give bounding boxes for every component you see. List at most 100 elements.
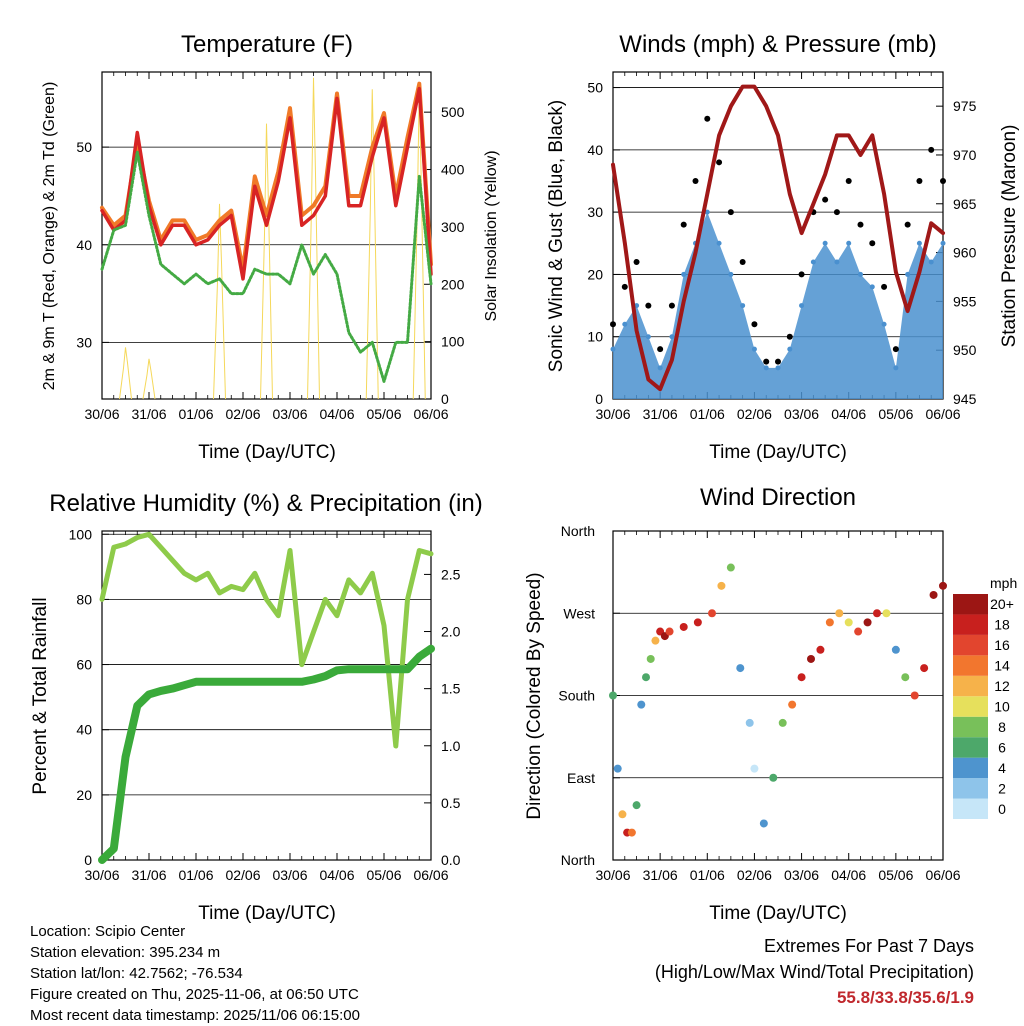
gust-point — [704, 115, 711, 122]
x-tick-label: 03/06 — [784, 867, 819, 883]
gust-point — [610, 321, 616, 328]
solar-spike — [260, 123, 273, 400]
humidity-xlabel: Time (Day/UTC) — [198, 903, 336, 924]
x-tick-label: 05/06 — [878, 406, 913, 422]
station-latlon: Station lat/lon: 42.7562; -76.534 — [30, 965, 243, 982]
wind-point — [905, 271, 911, 277]
direction-point — [627, 828, 636, 837]
gust-point — [727, 209, 734, 216]
extremes-values: 55.8/33.8/35.6/1.9 — [836, 988, 974, 1007]
direction-point — [825, 618, 834, 627]
temp-2m-line — [100, 86, 433, 281]
x-tick-label: 05/06 — [366, 406, 401, 422]
wind-point — [716, 240, 722, 246]
gust-point — [869, 240, 876, 247]
y-tick-label: 50 — [76, 139, 92, 155]
wind-point — [858, 271, 863, 277]
gust-point — [680, 221, 687, 228]
gust-point — [798, 271, 805, 278]
gust-point — [751, 321, 758, 328]
y2-tick-label: 0.5 — [441, 795, 461, 811]
direction-point — [807, 654, 815, 663]
direction-panel: Wind Direction Direction (Colored By Spe… — [524, 484, 1017, 924]
y2-tick-label: 955 — [953, 293, 977, 309]
solar-ylabel: Solar Insolation (Yellow) — [483, 150, 500, 321]
direction-point — [759, 819, 768, 828]
x-tick-label: 04/06 — [831, 867, 866, 883]
x-tick-label: 01/06 — [690, 406, 725, 422]
humidity-ylabel: Percent & Total Rainfall — [30, 597, 51, 794]
direction-point — [632, 801, 641, 810]
colorbar-tick-label: 8 — [998, 719, 1006, 735]
direction-point — [642, 673, 650, 682]
wind-point — [916, 240, 922, 246]
gust-point — [904, 221, 911, 228]
solar-spike — [213, 203, 226, 400]
wind-point — [775, 365, 781, 371]
y-tick-label: 20 — [76, 787, 92, 803]
x-tick-label: 01/06 — [178, 406, 213, 422]
gust-point — [657, 346, 664, 353]
direction-point — [891, 645, 900, 654]
y2-tick-label: 950 — [953, 342, 977, 358]
y-tick-label: 0 — [84, 852, 92, 868]
gust-point — [916, 178, 923, 184]
colorbar-segment — [953, 798, 988, 819]
x-tick-label: 02/06 — [225, 867, 260, 883]
y2-tick-label: 0.0 — [441, 852, 461, 868]
wind-point — [669, 334, 675, 340]
direction-point — [863, 618, 872, 627]
x-tick-label: 06/06 — [925, 867, 960, 883]
gust-point — [881, 283, 888, 290]
humidity-title: Relative Humidity (%) & Precipitation (i… — [49, 490, 482, 517]
wind-point — [763, 365, 769, 371]
wind-point — [810, 259, 816, 265]
y2-tick-label: 975 — [953, 98, 977, 114]
y2-tick-label: 965 — [953, 196, 977, 212]
direction-tick-label: North — [561, 523, 595, 539]
gust-point — [668, 302, 675, 309]
gust-point — [892, 346, 899, 353]
x-tick-label: 04/06 — [319, 406, 354, 422]
dewpoint-line — [100, 150, 433, 383]
x-tick-label: 30/06 — [595, 406, 630, 422]
direction-point — [854, 627, 863, 636]
y-tick-label: 60 — [76, 657, 92, 673]
x-tick-label: 01/06 — [690, 867, 725, 883]
colorbar-segment — [953, 675, 988, 697]
direction-point — [609, 691, 617, 700]
direction-tick-label: South — [558, 688, 595, 704]
colorbar-tick-label: 18 — [994, 617, 1010, 633]
direction-point — [708, 609, 716, 618]
gust-point — [739, 258, 746, 265]
x-tick-label: 31/06 — [643, 406, 678, 422]
x-tick-label: 05/06 — [878, 867, 913, 883]
temperature-ylabel: 2m & 9m T (Red, Orange) & 2m Td (Green) — [41, 82, 58, 391]
direction-tick-label: North — [561, 852, 595, 868]
colorbar-segment — [953, 594, 988, 615]
rh-line — [99, 531, 434, 749]
colorbar-segment — [953, 737, 988, 758]
winds-panel: Winds (mph) & Pressure (mb) Sonic Wind &… — [546, 31, 1020, 463]
direction-point — [665, 627, 674, 636]
wind-point — [822, 240, 828, 246]
colorbar-tick-label: 4 — [998, 760, 1006, 776]
gust-point — [633, 258, 640, 265]
gust-point — [786, 333, 793, 340]
y-tick-label: 80 — [76, 591, 92, 607]
wind-point — [834, 259, 840, 265]
humidity-panel: Relative Humidity (%) & Precipitation (i… — [30, 490, 483, 924]
temp-9m-line — [100, 81, 433, 272]
direction-point — [882, 609, 891, 618]
x-tick-label: 02/06 — [737, 406, 772, 422]
direction-point — [901, 673, 910, 682]
gust-point — [928, 146, 935, 153]
precip-line — [98, 644, 435, 864]
gust-point — [763, 358, 770, 365]
x-tick-label: 03/06 — [784, 406, 819, 422]
y2-tick-label: 960 — [953, 245, 977, 261]
direction-point — [769, 773, 778, 782]
y2-tick-label: 2.5 — [441, 566, 461, 582]
colorbar-tick-label: 10 — [994, 699, 1010, 715]
